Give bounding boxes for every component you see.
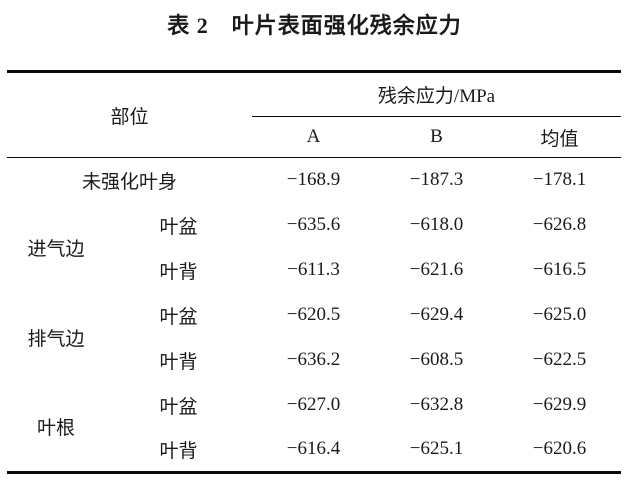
cell-group: 叶根 [36, 418, 75, 440]
cell-sub: 叶背 [159, 261, 198, 283]
cell-sub: 叶盆 [159, 396, 198, 418]
table-row-trailing-edge-back: 叶背 −636.2 −608.5 −622.5 [7, 338, 621, 383]
cell-value-b: −629.4 [409, 304, 464, 325]
cell-value-b: −618.0 [409, 214, 464, 235]
cell-group: 进气边 [27, 239, 85, 260]
cell-value-a: −611.3 [287, 259, 340, 280]
cell-sub: 叶背 [159, 351, 198, 373]
cell-value-a: −616.4 [286, 438, 341, 460]
cell-value-b: −608.5 [409, 349, 464, 370]
cell-value-a: −620.5 [286, 304, 341, 325]
cell-group: 排气边 [27, 329, 85, 350]
table-row-leading-edge-basin: 进气边 叶盆 −635.6 −618.0 −626.8 [7, 203, 621, 260]
header-location: 部位 [7, 71, 253, 158]
cell-value-mean: −622.5 [532, 349, 587, 370]
table-caption: 表 2 叶片表面强化残余应力 [167, 13, 462, 38]
cell-location: 未强化叶身 [82, 171, 178, 193]
header-col-mean: 均值 [498, 116, 622, 158]
cell-value-mean: −626.8 [532, 214, 587, 235]
cell-sub: 叶盆 [159, 306, 198, 328]
cell-value-a: −635.6 [286, 214, 341, 235]
table-row-unstrengthened: 未强化叶身 −168.9 −187.3 −178.1 [7, 158, 621, 203]
cell-value-a: −636.2 [286, 349, 341, 370]
cell-value-mean: −616.5 [532, 259, 587, 280]
table-row-blade-root-basin: 叶根 叶盆 −627.0 −632.8 −629.9 [7, 383, 621, 439]
header-col-a: A [252, 116, 376, 158]
cell-value-b: −625.1 [409, 438, 464, 460]
table-row-leading-edge-back: 叶背 −611.3 −621.6 −616.5 [7, 248, 621, 293]
cell-value-b: −621.6 [409, 259, 464, 280]
header-col-b: B [375, 116, 499, 158]
cell-sub: 叶背 [159, 440, 198, 462]
table-row-blade-root-back: 叶背 −616.4 −625.1 −620.6 [7, 428, 621, 473]
cell-value-a: −168.9 [286, 169, 341, 191]
cell-value-mean: −178.1 [532, 169, 587, 191]
cell-sub: 叶盆 [159, 216, 198, 238]
header-row-top: 部位 残余应力/MPa [7, 71, 622, 158]
cell-value-b: −632.8 [409, 394, 464, 415]
cell-value-mean: −629.9 [532, 394, 587, 415]
cell-value-a: −627.0 [286, 394, 341, 415]
header-row-sub: A B 均值 [7, 116, 622, 158]
header-stress-group: 残余应力/MPa [252, 71, 622, 117]
residual-stress-table: 部位 残余应力/MPa A B 均值 未强化叶身 −168.9 −187.3 −… [7, 70, 622, 474]
cell-value-b: −187.3 [409, 169, 464, 191]
table-row-trailing-edge-basin: 排气边 叶盆 −620.5 −629.4 −625.0 [7, 293, 621, 350]
cell-value-mean: −625.0 [532, 304, 587, 325]
cell-value-mean: −620.6 [532, 438, 587, 460]
